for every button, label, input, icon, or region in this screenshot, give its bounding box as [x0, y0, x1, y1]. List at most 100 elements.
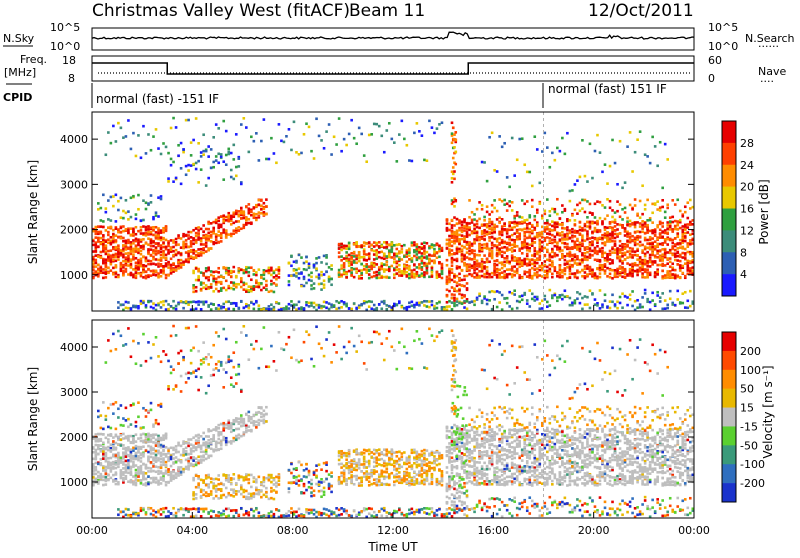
scatter-cell	[140, 260, 143, 263]
scatter-cell	[671, 199, 674, 202]
scatter-cell	[513, 215, 516, 218]
scatter-cell	[182, 233, 185, 236]
scatter-cell	[491, 232, 494, 235]
scatter-cell	[546, 274, 549, 277]
scatter-cell	[528, 222, 531, 225]
scatter-cell	[486, 205, 489, 208]
scatter-cell	[639, 130, 642, 133]
scatter-cell	[263, 211, 266, 214]
scatter-cell	[488, 225, 491, 228]
scatter-cell	[202, 286, 205, 289]
scatter-cell	[215, 288, 218, 291]
scatter-cell	[461, 221, 464, 224]
scatter-cell	[453, 133, 456, 136]
scatter-cell	[451, 230, 454, 233]
scatter-cell	[518, 138, 521, 141]
scatter-cell	[674, 277, 677, 280]
scatter-cell	[574, 243, 577, 246]
scatter-cell	[453, 302, 456, 305]
scatter-cell	[363, 241, 366, 244]
scatter-cell	[250, 135, 253, 138]
scatter-cell	[521, 262, 524, 265]
scatter-cell	[629, 238, 632, 241]
scatter-cell	[368, 258, 371, 261]
scatter-cell	[523, 293, 526, 296]
scatter-cell	[631, 250, 634, 253]
scatter-cell	[132, 268, 135, 271]
scatter-cell	[263, 202, 266, 205]
scatter-cell	[122, 455, 125, 458]
scatter-cell	[265, 288, 268, 291]
scatter-cell	[152, 216, 155, 219]
scatter-cell	[654, 145, 657, 148]
scatter-cell	[476, 226, 479, 229]
scatter-cell	[315, 304, 318, 307]
scatter-cell	[172, 117, 175, 120]
scatter-cell	[343, 266, 346, 269]
scatter-cell	[518, 274, 521, 277]
scatter-cell	[453, 239, 456, 242]
scatter-cell	[536, 236, 539, 239]
scatter-cell	[388, 122, 391, 125]
scatter-cell	[654, 303, 657, 306]
scatter-cell	[187, 237, 190, 240]
scatter-cell	[217, 220, 220, 223]
scatter-cell	[549, 223, 552, 226]
scatter-cell	[599, 237, 602, 240]
scatter-cell	[147, 276, 150, 279]
scatter-cell	[461, 238, 464, 241]
scatter-cell	[180, 237, 183, 240]
scatter-cell	[508, 248, 511, 251]
scatter-cell	[619, 251, 622, 254]
scatter-cell	[338, 247, 341, 250]
scatter-cell	[177, 252, 180, 255]
scatter-cell	[132, 253, 135, 256]
scatter-cell	[461, 248, 464, 251]
scatter-cell	[157, 147, 160, 150]
scatter-cell	[120, 252, 123, 255]
scatter-cell	[97, 255, 100, 258]
scatter-cell	[664, 216, 667, 219]
scatter-cell	[491, 226, 494, 229]
scatter-cell	[596, 245, 599, 248]
scatter-cell	[654, 254, 657, 257]
scatter-cell	[586, 235, 589, 238]
scatter-cell	[162, 300, 165, 303]
scatter-cell	[639, 303, 642, 306]
scatter-cell	[398, 258, 401, 261]
scatter-cell	[95, 230, 98, 233]
scatter-cell	[651, 237, 654, 240]
scatter-cell	[594, 227, 597, 230]
scatter-cell	[441, 263, 444, 266]
scatter-cell	[631, 290, 634, 293]
scatter-cell	[263, 207, 266, 210]
scatter-cell	[350, 263, 353, 266]
scatter-cell	[298, 301, 301, 304]
scatter-cell	[606, 237, 609, 240]
nsky-trace	[92, 32, 694, 39]
scatter-cell	[117, 443, 120, 446]
scatter-cell	[634, 250, 637, 253]
scatter-cell	[370, 249, 373, 252]
scatter-cell	[313, 287, 316, 290]
scatter-cell	[624, 295, 627, 298]
scatter-cell	[298, 267, 301, 270]
scatter-cell	[95, 259, 98, 262]
scatter-cell	[328, 266, 331, 269]
scatter-cell	[491, 211, 494, 214]
scatter-cell	[508, 186, 511, 189]
scatter-cell	[172, 300, 175, 303]
scatter-cell	[468, 301, 471, 304]
scatter-cell	[423, 262, 426, 265]
scatter-cell	[348, 262, 351, 265]
scatter-cell	[368, 300, 371, 303]
scatter-cell	[115, 234, 118, 237]
scatter-cell	[438, 255, 441, 258]
scatter-cell	[526, 271, 529, 274]
scatter-cell	[639, 231, 642, 234]
scatter-cell	[253, 273, 256, 276]
scatter-cell	[160, 153, 163, 156]
scatter-cell	[145, 232, 148, 235]
scatter-cell	[674, 259, 677, 262]
scatter-cell	[135, 271, 138, 274]
